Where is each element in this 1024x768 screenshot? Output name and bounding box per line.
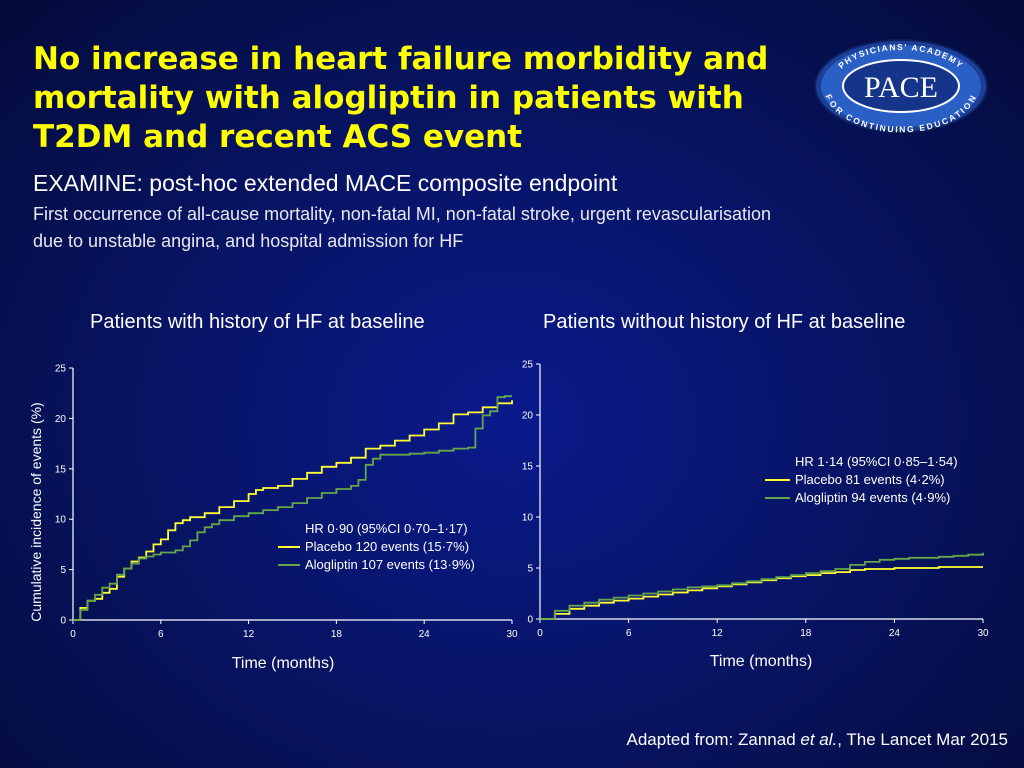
chart1-x-axis-label: Time (months) bbox=[232, 655, 335, 672]
chart1-y-tick-label: 0 bbox=[60, 616, 66, 627]
chart1-y-tick-label: 20 bbox=[55, 414, 67, 425]
chart1-y-tick-label: 25 bbox=[55, 364, 67, 375]
slide-subtitle: EXAMINE: post-hoc extended MACE composit… bbox=[33, 170, 618, 196]
chart1-series-alogliptin-line bbox=[73, 395, 512, 621]
chart2-y-tick-label: 25 bbox=[522, 360, 534, 371]
chart1-y-tick-label: 15 bbox=[55, 464, 67, 475]
slide-description: First occurrence of all-cause mortality,… bbox=[33, 204, 771, 251]
chart2-x-tick-label: 0 bbox=[537, 628, 543, 639]
chart2-x-tick-label: 30 bbox=[977, 628, 989, 639]
pace-logo: PHYSICIANS' ACADEMY FOR CONTINUING EDUCA… bbox=[812, 38, 990, 134]
chart1-x-tick-label: 30 bbox=[506, 629, 518, 640]
chart1-x-tick-label: 12 bbox=[243, 629, 255, 640]
chart2-series-alogliptin-line bbox=[540, 552, 984, 620]
chart2-y-tick-label: 15 bbox=[522, 462, 534, 473]
chart2-y-tick-label: 10 bbox=[522, 513, 534, 524]
chart1-y-tick-label: 5 bbox=[60, 565, 66, 576]
chart2-x-axis-label: Time (months) bbox=[710, 653, 813, 670]
chart1-title: Patients with history of HF at baseline bbox=[90, 311, 425, 333]
chart2-legend-header: HR 1·14 (95%CI 0·85–1·54) bbox=[795, 454, 958, 469]
source-suffix: , The Lancet Mar 2015 bbox=[837, 730, 1008, 749]
chart2-series-placebo-line bbox=[540, 566, 983, 620]
chart1-legend-label-alogliptin: Alogliptin 107 events (13·9%) bbox=[305, 557, 475, 572]
source-prefix: Adapted from: Zannad bbox=[626, 730, 801, 749]
chart2-y-tick-label: 20 bbox=[522, 411, 534, 422]
chart2-x-tick-label: 24 bbox=[889, 628, 901, 639]
chart1-series-placebo-line bbox=[73, 400, 513, 621]
chart1-legend-header: HR 0·90 (95%CI 0·70–1·17) bbox=[305, 521, 468, 536]
source-citation: Adapted from: Zannad et al., The Lancet … bbox=[627, 730, 1009, 750]
chart1-x-tick-label: 6 bbox=[158, 629, 164, 640]
chart1-x-tick-label: 24 bbox=[419, 629, 431, 640]
pace-logo-graphic: PHYSICIANS' ACADEMY FOR CONTINUING EDUCA… bbox=[814, 39, 988, 134]
slide-title: No increase in heart failure morbidity a… bbox=[33, 41, 769, 155]
chart2-legend-label-alogliptin: Alogliptin 94 events (4·9%) bbox=[795, 490, 950, 505]
chart2-x-tick-label: 12 bbox=[712, 628, 724, 639]
chart2-y-tick-label: 5 bbox=[527, 564, 533, 575]
chart1-y-tick-label: 10 bbox=[55, 515, 67, 526]
chart2-y-tick-label: 0 bbox=[527, 615, 533, 626]
chart1-x-tick-label: 0 bbox=[70, 629, 76, 640]
chart1-legend-label-placebo: Placebo 120 events (15·7%) bbox=[305, 539, 469, 554]
chart1-y-axis-label: Cumulative incidence of events (%) bbox=[28, 402, 44, 621]
chart2-legend-label-placebo: Placebo 81 events (4·2%) bbox=[795, 472, 945, 487]
chart1-x-tick-label: 18 bbox=[331, 629, 343, 640]
logo-main-text: PACE bbox=[864, 71, 938, 104]
source-italic: et al. bbox=[800, 730, 838, 749]
chart2-title: Patients without history of HF at baseli… bbox=[543, 311, 906, 333]
chart2-x-tick-label: 6 bbox=[626, 628, 632, 639]
chart2-x-tick-label: 18 bbox=[800, 628, 812, 639]
